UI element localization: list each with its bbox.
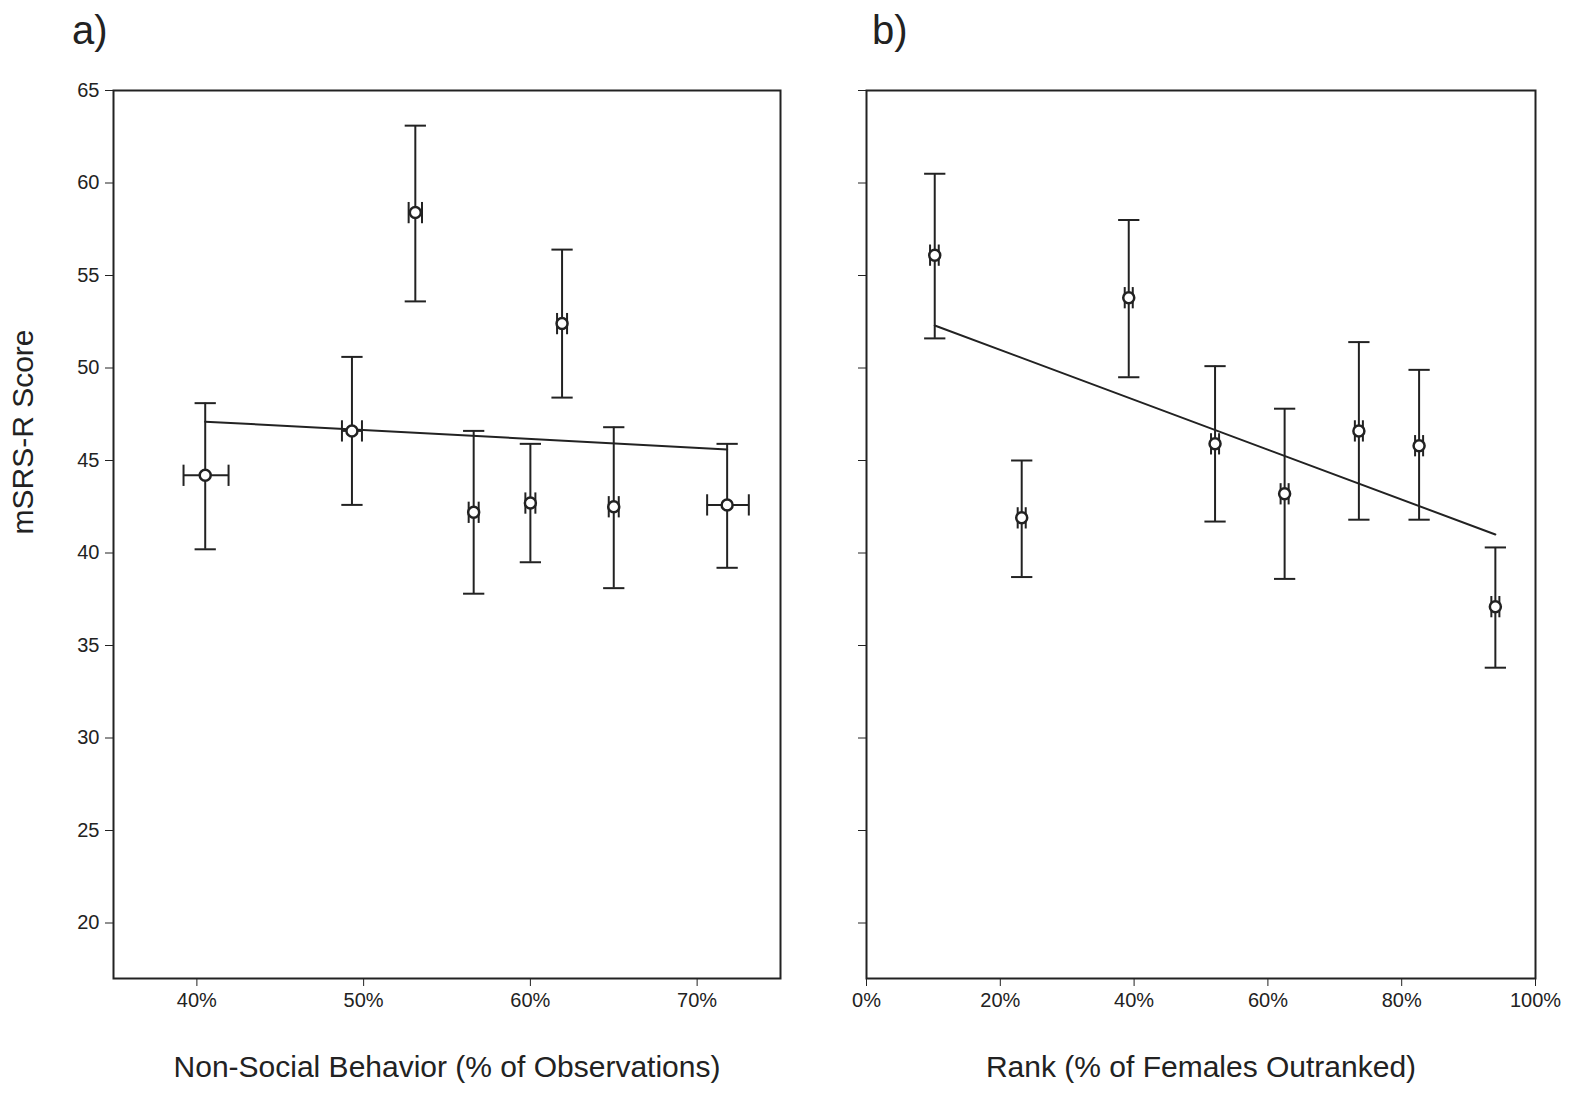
- svg-text:50%: 50%: [344, 989, 384, 1011]
- svg-text:25: 25: [77, 819, 99, 841]
- svg-text:0%: 0%: [852, 989, 881, 1011]
- svg-text:35: 35: [77, 634, 99, 656]
- svg-text:60: 60: [77, 171, 99, 193]
- svg-text:20: 20: [77, 911, 99, 933]
- html-text:a): a): [72, 8, 108, 52]
- svg-text:40%: 40%: [177, 989, 217, 1011]
- svg-text:Non-Social Behavior (% of Obse: Non-Social Behavior (% of Observations): [174, 1050, 721, 1083]
- svg-text:30: 30: [77, 726, 99, 748]
- svg-text:80%: 80%: [1382, 989, 1422, 1011]
- svg-text:20%: 20%: [980, 989, 1020, 1011]
- svg-text:40%: 40%: [1114, 989, 1154, 1011]
- svg-text:45: 45: [77, 449, 99, 471]
- html-text:b): b): [872, 8, 908, 52]
- svg-text:50: 50: [77, 356, 99, 378]
- svg-text:100%: 100%: [1510, 989, 1561, 1011]
- svg-text:60%: 60%: [510, 989, 550, 1011]
- svg-text:70%: 70%: [677, 989, 717, 1011]
- svg-text:Rank (% of Females Outranked): Rank (% of Females Outranked): [986, 1050, 1416, 1083]
- svg-text:mSRS-R Score: mSRS-R Score: [6, 329, 39, 534]
- svg-text:65: 65: [77, 80, 99, 101]
- svg-text:55: 55: [77, 264, 99, 286]
- svg-text:60%: 60%: [1248, 989, 1288, 1011]
- svg-text:40: 40: [77, 541, 99, 563]
